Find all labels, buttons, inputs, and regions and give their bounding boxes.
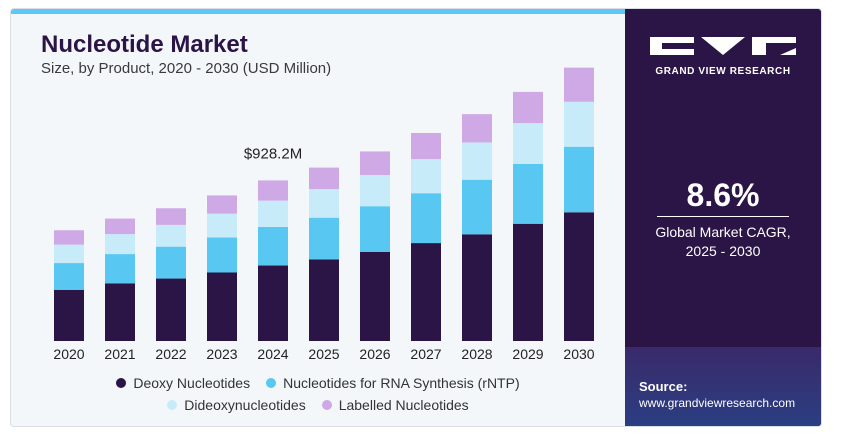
bar-2028-dideoxynucleotides: [462, 142, 492, 180]
legend-item-labelled: Labelled Nucleotides: [321, 397, 469, 413]
bar-2021-deoxy-nucleotides: [105, 283, 135, 341]
brand-logo: GRAND VIEW RESEARCH: [625, 34, 821, 77]
bar-2026-labelled-nucleotides: [360, 151, 390, 176]
stacked-bar-chart: 2020 2021 2022 2023 2024 $928.2M 2025 2026 2027 2…: [53, 67, 595, 362]
accent-bar: [11, 9, 625, 14]
legend-label-rntp: Nucleotides for RNA Synthesis (rNTP): [283, 375, 520, 391]
legend-swatch-deoxy: [116, 378, 127, 388]
bar-2029-deoxy-nucleotides: [513, 223, 543, 341]
chart-subtitle: Size, by Product, 2020 - 2030 (USD Milli…: [41, 60, 332, 77]
x-tick-2029: 2029: [512, 346, 543, 362]
legend: Deoxy Nucleotides Nucleotides for RNA Sy…: [11, 372, 625, 416]
bar-2022-nucleotides-for-rna-synthesis-rntp: [156, 246, 186, 279]
bar-2020-labelled-nucleotides: [54, 230, 84, 245]
bar-2026-dideoxynucleotides: [360, 175, 390, 207]
source-box: Source: www.grandviewresearch.com: [625, 347, 821, 426]
cagr-label-line1: Global Market CAGR,: [655, 224, 791, 240]
bar-2030-nucleotides-for-rna-synthesis-rntp: [564, 146, 594, 213]
bar-2020-deoxy-nucleotides: [54, 289, 84, 341]
bar-2029-nucleotides-for-rna-synthesis-rntp: [513, 164, 543, 224]
cagr-label-line2: 2025 - 2030: [685, 243, 761, 259]
gvr-logo-icon: [650, 37, 796, 55]
bar-2022-labelled-nucleotides: [156, 208, 186, 225]
bar-2025-deoxy-nucleotides: [309, 259, 339, 341]
bar-2021-labelled-nucleotides: [105, 218, 135, 235]
sidebar-panel: GRAND VIEW RESEARCH 8.6% Global Market C…: [625, 9, 821, 426]
annotation-2024: $928.2M: [244, 145, 302, 162]
bar-2027-labelled-nucleotides: [411, 133, 441, 160]
x-tick-2020: 2020: [53, 346, 84, 362]
cagr-label: Global Market CAGR, 2025 - 2030: [625, 223, 821, 261]
bar-2025-labelled-nucleotides: [309, 167, 339, 190]
bar-2020-dideoxynucleotides: [54, 244, 84, 264]
cagr-value: 8.6%: [686, 177, 760, 213]
bar-2028-labelled-nucleotides: [462, 114, 492, 143]
bar-2029-dideoxynucleotides: [513, 123, 543, 165]
bar-2020-nucleotides-for-rna-synthesis-rntp: [54, 263, 84, 290]
bar-2023-deoxy-nucleotides: [207, 272, 237, 341]
bar-2023-nucleotides-for-rna-synthesis-rntp: [207, 237, 237, 273]
source-url: www.grandviewresearch.com: [639, 396, 796, 410]
bar-2022-deoxy-nucleotides: [156, 278, 186, 341]
legend-swatch-rntp: [266, 378, 277, 388]
x-tick-2025: 2025: [308, 346, 339, 362]
x-tick-2026: 2026: [359, 346, 390, 362]
bar-2030-dideoxynucleotides: [564, 101, 594, 147]
bar-2027-dideoxynucleotides: [411, 159, 441, 194]
bar-2024-deoxy-nucleotides: [258, 265, 288, 341]
bar-2021-nucleotides-for-rna-synthesis-rntp: [105, 254, 135, 284]
bar-2027-deoxy-nucleotides: [411, 243, 441, 341]
x-tick-2028: 2028: [461, 346, 492, 362]
bar-2030-deoxy-nucleotides: [564, 212, 594, 341]
bar-2030-labelled-nucleotides: [564, 67, 594, 102]
bar-2027-nucleotides-for-rna-synthesis-rntp: [411, 193, 441, 244]
bar-2024-labelled-nucleotides: [258, 180, 288, 201]
legend-item-deoxy: Deoxy Nucleotides: [116, 375, 250, 391]
bar-2023-dideoxynucleotides: [207, 213, 237, 238]
bar-2024-dideoxynucleotides: [258, 200, 288, 227]
cagr-divider: [657, 216, 789, 217]
bar-2028-nucleotides-for-rna-synthesis-rntp: [462, 179, 492, 235]
legend-swatch-dideoxy: [167, 400, 178, 410]
bar-2028-deoxy-nucleotides: [462, 234, 492, 341]
bar-2026-deoxy-nucleotides: [360, 251, 390, 341]
x-tick-2024: 2024: [257, 346, 288, 362]
x-tick-2022: 2022: [155, 346, 186, 362]
bar-2021-dideoxynucleotides: [105, 234, 135, 255]
x-tick-2023: 2023: [206, 346, 237, 362]
bar-2024-nucleotides-for-rna-synthesis-rntp: [258, 226, 288, 266]
legend-item-dideoxy: Dideoxynucleotides: [167, 397, 306, 413]
legend-label-deoxy: Deoxy Nucleotides: [133, 375, 251, 391]
x-tick-2030: 2030: [563, 346, 594, 362]
brand-name: GRAND VIEW RESEARCH: [655, 66, 791, 77]
bar-2025-dideoxynucleotides: [309, 189, 339, 218]
bar-2026-nucleotides-for-rna-synthesis-rntp: [360, 206, 390, 252]
infographic-card: Nucleotide Market Size, by Product, 2020…: [10, 8, 822, 427]
legend-label-labelled: Labelled Nucleotides: [338, 397, 469, 413]
source-label: Source:: [639, 379, 688, 394]
bar-2023-labelled-nucleotides: [207, 195, 237, 214]
bar-2025-nucleotides-for-rna-synthesis-rntp: [309, 217, 339, 260]
legend-swatch-labelled: [321, 400, 332, 410]
legend-label-dideoxy: Dideoxynucleotides: [184, 397, 306, 413]
legend-item-rntp: Nucleotides for RNA Synthesis (rNTP): [266, 375, 520, 391]
x-tick-2027: 2027: [410, 346, 441, 362]
x-tick-2021: 2021: [104, 346, 135, 362]
chart-title: Nucleotide Market: [41, 31, 248, 58]
bar-2022-dideoxynucleotides: [156, 224, 186, 247]
bar-2029-labelled-nucleotides: [513, 91, 543, 124]
